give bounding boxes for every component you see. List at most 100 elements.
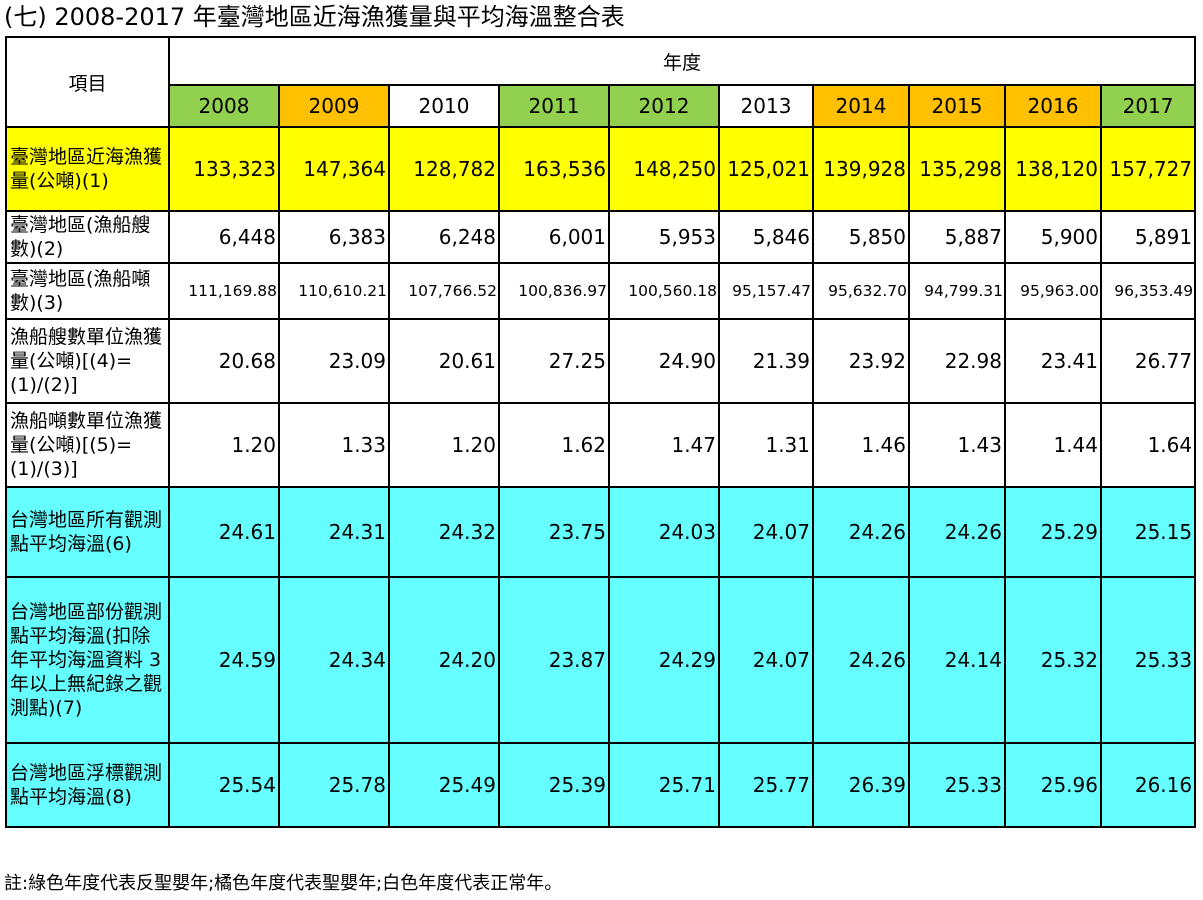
table-cell: 24.03 — [608, 486, 720, 578]
table-cell: 21.39 — [718, 318, 814, 404]
table-cell: 6,383 — [278, 210, 390, 264]
table-cell: 94,799.31 — [908, 262, 1006, 320]
table-cell: 96,353.49 — [1099, 262, 1197, 320]
table-row: 台灣地區所有觀測點平均海溫(6) 24.61 24.31 24.32 23.75 24.0… — [5, 486, 1197, 578]
table-cell: 128,782 — [388, 126, 500, 212]
table-cell: 148,250 — [608, 126, 720, 212]
table-row: 臺灣地區近海漁獲量(公噸)(1) 133,323 147,364 128,782 163… — [5, 126, 1197, 212]
table-cell: 25.77 — [718, 742, 814, 828]
year-header-cell: 2012 — [608, 84, 720, 128]
table-cell: 24.20 — [388, 576, 500, 744]
year-header-cell: 2011 — [498, 84, 610, 128]
table-cell: 23.75 — [498, 486, 610, 578]
table-cell: 25.71 — [608, 742, 720, 828]
table-cell: 25.15 — [1099, 486, 1197, 578]
table-row: 漁船噸數單位漁獲量(公噸)[(5)=(1)/(3)] 1.20 1.33 1.20 1.… — [5, 402, 1197, 488]
table-cell: 25.96 — [1004, 742, 1102, 828]
table-cell: 24.31 — [278, 486, 390, 578]
table-cell: 135,298 — [908, 126, 1006, 212]
table-cell: 5,887 — [908, 210, 1006, 264]
table-cell: 24.32 — [388, 486, 500, 578]
table-cell: 23.87 — [498, 576, 610, 744]
table-cell: 24.26 — [812, 486, 910, 578]
table-cell: 23.41 — [1004, 318, 1102, 404]
table-cell: 24.59 — [168, 576, 280, 744]
table-cell: 5,891 — [1099, 210, 1197, 264]
table-cell: 1.20 — [388, 402, 500, 488]
table-cell: 1.43 — [908, 402, 1006, 488]
table-cell: 25.54 — [168, 742, 280, 828]
table-cell: 25.29 — [1004, 486, 1102, 578]
year-header-cell: 2016 — [1004, 84, 1102, 128]
table-cell: 1.62 — [498, 402, 610, 488]
table-cell: 1.31 — [718, 402, 814, 488]
table-cell: 157,727 — [1099, 126, 1197, 212]
table-cell: 110,610.21 — [278, 262, 390, 320]
header-row-group: 項目 年度 — [5, 36, 1197, 128]
table-cell: 25.39 — [498, 742, 610, 828]
table-cell: 24.26 — [812, 576, 910, 744]
table-cell: 95,632.70 — [812, 262, 910, 320]
table-cell: 100,560.18 — [608, 262, 720, 320]
table-cell: 125,021 — [718, 126, 814, 212]
table-cell: 25.49 — [388, 742, 500, 828]
table-cell: 138,120 — [1004, 126, 1102, 212]
table-cell: 24.34 — [278, 576, 390, 744]
legend-note: 註:綠色年度代表反聖嬰年;橘色年度代表聖嬰年;白色年度代表正常年。 — [4, 873, 563, 894]
row-label: 臺灣地區近海漁獲量(公噸)(1) — [5, 126, 170, 212]
table-cell: 107,766.52 — [388, 262, 500, 320]
table-row: 台灣地區部份觀測點平均海溫(扣除年平均海溫資料 3 年以上無紀錄之觀測點)(7)… — [5, 576, 1197, 744]
year-header-cell: 2015 — [908, 84, 1006, 128]
table-cell: 111,169.88 — [168, 262, 280, 320]
row-label: 台灣地區浮標觀測點平均海溫(8) — [5, 742, 170, 828]
table-cell: 23.09 — [278, 318, 390, 404]
table-cell: 5,953 — [608, 210, 720, 264]
table-cell: 24.29 — [608, 576, 720, 744]
data-table: 項目 年度 2008 2009 2010 2011 2012 2013 2014… — [5, 36, 1197, 828]
year-header-cell: 2008 — [168, 84, 280, 128]
year-group-header: 年度 — [167, 36, 1197, 86]
table-cell: 1.20 — [168, 402, 280, 488]
table-cell: 20.68 — [168, 318, 280, 404]
table-cell: 5,900 — [1004, 210, 1102, 264]
table-cell: 5,850 — [812, 210, 910, 264]
table-cell: 6,248 — [388, 210, 500, 264]
year-header-cell: 2010 — [388, 84, 500, 128]
year-header-cell: 2014 — [812, 84, 910, 128]
table-row: 台灣地區浮標觀測點平均海溫(8) 25.54 25.78 25.49 25.39 25.7… — [5, 742, 1197, 828]
table-cell: 25.33 — [908, 742, 1006, 828]
table-cell: 100,836.97 — [498, 262, 610, 320]
table-cell: 24.07 — [718, 486, 814, 578]
table-cell: 24.14 — [908, 576, 1006, 744]
table-cell: 26.39 — [812, 742, 910, 828]
table-cell: 6,448 — [168, 210, 280, 264]
table-cell: 139,928 — [812, 126, 910, 212]
year-header-row: 2008 2009 2010 2011 2012 2013 2014 2015 … — [6, 84, 1197, 128]
table-cell: 23.92 — [812, 318, 910, 404]
table-cell: 1.46 — [812, 402, 910, 488]
row-label: 漁船噸數單位漁獲量(公噸)[(5)=(1)/(3)] — [5, 402, 170, 488]
table-cell: 25.32 — [1004, 576, 1102, 744]
row-label: 臺灣地區(漁船噸數)(3) — [5, 262, 170, 320]
table-cell: 1.44 — [1004, 402, 1102, 488]
row-label: 台灣地區部份觀測點平均海溫(扣除年平均海溫資料 3 年以上無紀錄之觀測點)(7) — [5, 576, 170, 744]
table-cell: 1.33 — [278, 402, 390, 488]
table-cell: 147,364 — [278, 126, 390, 212]
table-cell: 24.90 — [608, 318, 720, 404]
table-cell: 95,963.00 — [1004, 262, 1102, 320]
year-header-cell: 2017 — [1099, 84, 1197, 128]
table-cell: 163,536 — [498, 126, 610, 212]
table-cell: 26.77 — [1099, 318, 1197, 404]
table-cell: 24.07 — [718, 576, 814, 744]
table-row: 臺灣地區(漁船噸數)(3) 111,169.88 110,610.21 107,766… — [5, 262, 1197, 320]
year-header-cell: 2013 — [718, 84, 814, 128]
year-header-cell: 2009 — [278, 84, 390, 128]
table-cell: 133,323 — [168, 126, 280, 212]
table-cell: 24.26 — [908, 486, 1006, 578]
row-label: 臺灣地區(漁船艘數)(2) — [5, 210, 170, 264]
table-cell: 5,846 — [718, 210, 814, 264]
table-row: 漁船艘數單位漁獲量(公噸)[(4)=(1)/(2)] 20.68 23.09 20.6… — [5, 318, 1197, 404]
table-cell: 6,001 — [498, 210, 610, 264]
row-label: 漁船艘數單位漁獲量(公噸)[(4)=(1)/(2)] — [5, 318, 170, 404]
table-row: 臺灣地區(漁船艘數)(2) 6,448 6,383 6,248 6,001 5,953 5,… — [5, 210, 1197, 264]
